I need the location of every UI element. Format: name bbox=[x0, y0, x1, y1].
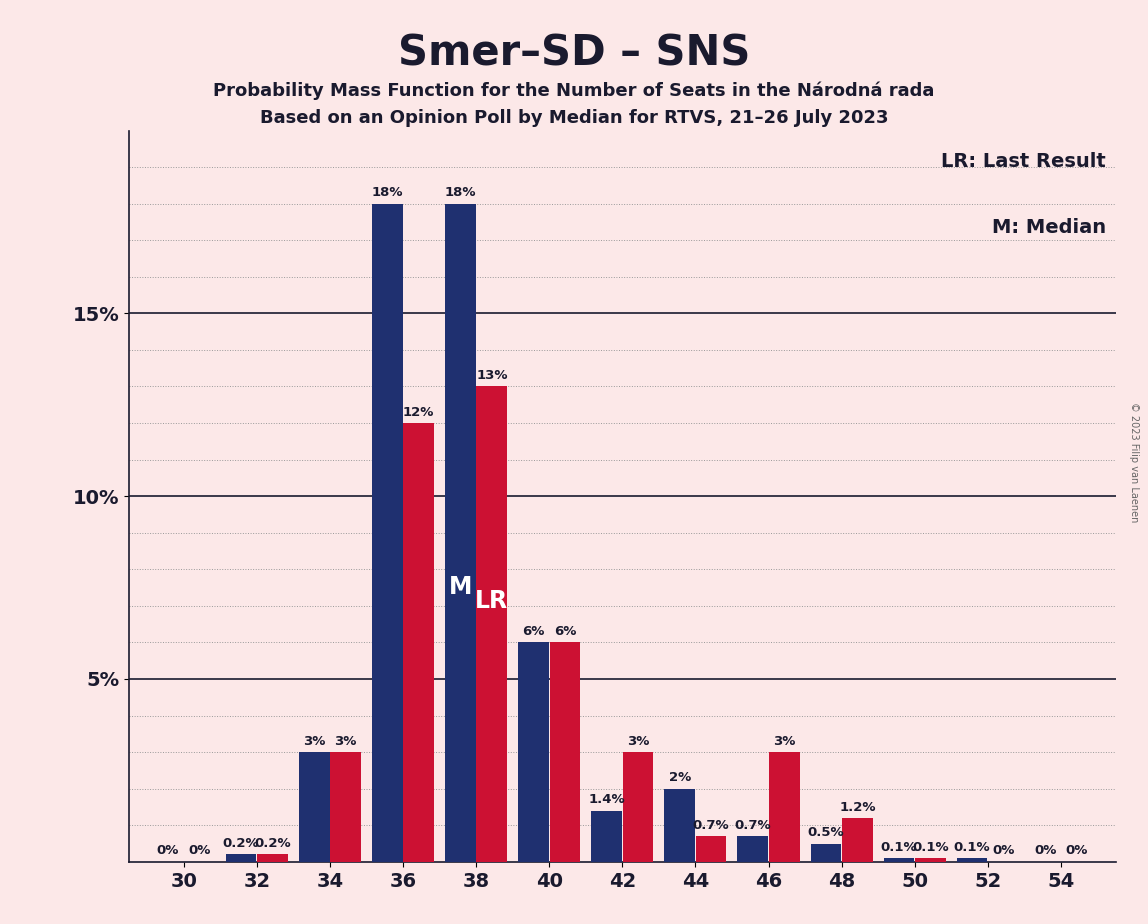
Text: 0.1%: 0.1% bbox=[881, 841, 917, 854]
Bar bbox=[665, 789, 695, 862]
Text: 0.1%: 0.1% bbox=[913, 841, 948, 854]
Bar bbox=[737, 836, 768, 862]
Text: M: Median: M: Median bbox=[992, 218, 1106, 237]
Text: 6%: 6% bbox=[553, 625, 576, 638]
Text: 3%: 3% bbox=[303, 735, 325, 748]
Bar bbox=[622, 752, 653, 862]
Bar bbox=[696, 836, 727, 862]
Bar bbox=[331, 752, 360, 862]
Text: 3%: 3% bbox=[334, 735, 357, 748]
Bar bbox=[841, 818, 872, 862]
Text: 0.2%: 0.2% bbox=[254, 837, 290, 850]
Text: 0%: 0% bbox=[157, 845, 179, 857]
Text: 0.2%: 0.2% bbox=[223, 837, 259, 850]
Text: 0%: 0% bbox=[188, 845, 210, 857]
Text: 0%: 0% bbox=[1065, 845, 1088, 857]
Bar bbox=[915, 858, 946, 862]
Text: M: M bbox=[449, 575, 472, 599]
Text: 0%: 0% bbox=[1034, 845, 1056, 857]
Text: 0.7%: 0.7% bbox=[735, 819, 771, 832]
Bar bbox=[591, 810, 622, 862]
Text: Smer–SD – SNS: Smer–SD – SNS bbox=[398, 32, 750, 74]
Text: 2%: 2% bbox=[668, 772, 691, 784]
Bar bbox=[372, 203, 403, 862]
Bar bbox=[884, 858, 914, 862]
Bar bbox=[518, 642, 549, 862]
Text: 0%: 0% bbox=[992, 845, 1015, 857]
Bar bbox=[298, 752, 329, 862]
Text: Probability Mass Function for the Number of Seats in the Národná rada: Probability Mass Function for the Number… bbox=[214, 81, 934, 100]
Bar bbox=[403, 423, 434, 862]
Bar bbox=[810, 844, 841, 862]
Text: 18%: 18% bbox=[372, 187, 403, 200]
Text: LR: Last Result: LR: Last Result bbox=[941, 152, 1106, 172]
Text: Based on an Opinion Poll by Median for RTVS, 21–26 July 2023: Based on an Opinion Poll by Median for R… bbox=[259, 109, 889, 127]
Text: 0.5%: 0.5% bbox=[807, 826, 844, 839]
Bar bbox=[445, 203, 475, 862]
Bar bbox=[476, 386, 507, 862]
Text: 1.4%: 1.4% bbox=[588, 793, 625, 807]
Text: 0.7%: 0.7% bbox=[693, 819, 729, 832]
Text: 0.1%: 0.1% bbox=[954, 841, 991, 854]
Text: 12%: 12% bbox=[403, 406, 434, 419]
Text: 1.2%: 1.2% bbox=[839, 800, 876, 813]
Text: 13%: 13% bbox=[476, 369, 507, 382]
Bar bbox=[769, 752, 800, 862]
Bar bbox=[550, 642, 580, 862]
Bar bbox=[226, 855, 256, 862]
Bar bbox=[257, 855, 288, 862]
Text: © 2023 Filip van Laenen: © 2023 Filip van Laenen bbox=[1130, 402, 1139, 522]
Text: 3%: 3% bbox=[627, 735, 650, 748]
Text: 18%: 18% bbox=[444, 187, 476, 200]
Text: LR: LR bbox=[475, 590, 509, 614]
Bar bbox=[956, 858, 987, 862]
Text: 3%: 3% bbox=[773, 735, 796, 748]
Text: 6%: 6% bbox=[522, 625, 544, 638]
